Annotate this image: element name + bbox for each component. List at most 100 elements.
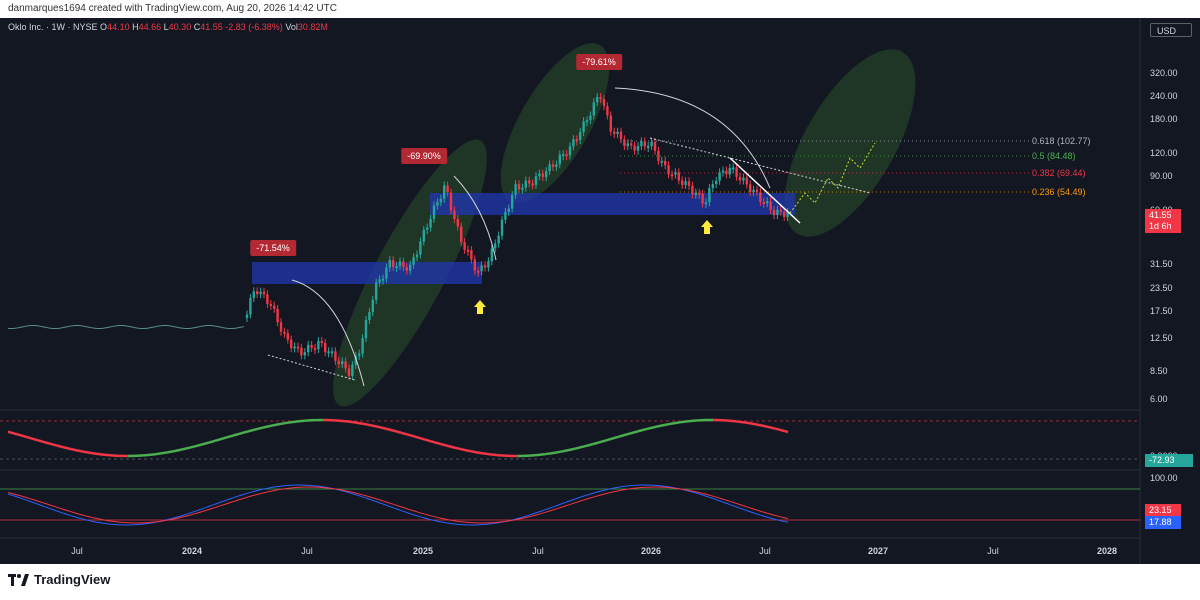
symbol-legend[interactable]: Oklo Inc. · 1W · NYSE O44.10 H44.66 L40.… bbox=[8, 22, 328, 32]
candle-body bbox=[344, 361, 347, 369]
drawdown-callout-3[interactable]: -79.61% bbox=[576, 54, 622, 70]
candle-body bbox=[640, 141, 643, 147]
bar-countdown: 1d 6h bbox=[1149, 221, 1172, 231]
candle-body bbox=[721, 170, 725, 173]
osc1-segment bbox=[565, 448, 570, 452]
osc2-value-tag-1: 23.15 bbox=[1145, 504, 1181, 517]
osc1-segment bbox=[661, 423, 666, 427]
close-value: 41.55 bbox=[200, 22, 223, 32]
candle-body bbox=[745, 177, 748, 185]
osc1-segment bbox=[766, 425, 771, 429]
osc1-segment bbox=[595, 441, 600, 445]
candle-body bbox=[657, 150, 660, 161]
osc1-segment bbox=[28, 436, 33, 440]
candle-body bbox=[545, 171, 548, 178]
candle-body bbox=[395, 266, 398, 269]
osc1-segment bbox=[73, 448, 78, 452]
osc1-segment bbox=[649, 426, 654, 430]
time-label: 2024 bbox=[181, 546, 203, 556]
price-plot[interactable] bbox=[0, 18, 1200, 564]
candle-body bbox=[589, 115, 592, 121]
osc1-segment bbox=[367, 423, 372, 427]
candle-body bbox=[786, 211, 789, 217]
osc1-segment bbox=[49, 442, 54, 446]
osc1-segment bbox=[205, 441, 210, 445]
candle-body bbox=[439, 198, 442, 203]
osc1-segment bbox=[244, 430, 249, 434]
osc1-segment bbox=[190, 445, 195, 449]
osc1-segment bbox=[421, 437, 426, 441]
candle-body bbox=[324, 342, 327, 353]
osc1-segment bbox=[13, 432, 18, 436]
osc1-segment bbox=[655, 424, 660, 429]
osc1-segment bbox=[247, 429, 252, 433]
candle-body bbox=[473, 259, 476, 271]
osc1-segment bbox=[415, 435, 420, 440]
candle-body bbox=[419, 241, 422, 255]
osc1-segment bbox=[10, 431, 15, 435]
candle-body bbox=[704, 202, 708, 205]
candle-body bbox=[613, 131, 616, 135]
osc1-segment bbox=[589, 442, 594, 447]
osc1-segment bbox=[250, 428, 255, 432]
osc1-segment bbox=[208, 440, 213, 444]
candle-body bbox=[296, 346, 300, 349]
candle-body bbox=[371, 299, 374, 313]
osc1-segment bbox=[16, 433, 21, 437]
osc1-segment bbox=[226, 435, 231, 439]
fib-label-0618: 0.618 (102.77) bbox=[1032, 136, 1091, 146]
fib-label-05: 0.5 (84.48) bbox=[1032, 151, 1076, 161]
candle-body bbox=[681, 180, 684, 185]
osc1-segment bbox=[220, 437, 225, 441]
candle-body bbox=[667, 165, 670, 175]
osc1-segment bbox=[757, 423, 762, 427]
high-value: 44.66 bbox=[138, 22, 162, 32]
candle-body bbox=[759, 192, 762, 202]
candle-body bbox=[266, 294, 269, 304]
candle-body bbox=[497, 235, 500, 244]
candle-body bbox=[279, 322, 283, 332]
candle-body bbox=[528, 180, 531, 184]
candle-body bbox=[694, 192, 697, 195]
candle-body bbox=[670, 174, 674, 177]
osc1-segment bbox=[601, 439, 606, 443]
osc1-segment bbox=[460, 447, 465, 452]
drawdown-callout-1[interactable]: -71.54% bbox=[250, 240, 296, 256]
candle-body bbox=[273, 305, 276, 309]
osc1-segment bbox=[76, 449, 81, 453]
osc1-segment bbox=[622, 433, 627, 437]
osc1-segment bbox=[583, 444, 588, 448]
candle-body bbox=[633, 145, 636, 151]
candle-body bbox=[776, 209, 779, 216]
osc1-segment bbox=[265, 425, 270, 429]
osc1-segment bbox=[169, 450, 174, 454]
osc1-segment bbox=[70, 447, 75, 451]
currency-button[interactable]: USD bbox=[1150, 23, 1192, 37]
osc1-segment bbox=[235, 432, 240, 436]
candle-body bbox=[616, 131, 619, 135]
candle-body bbox=[392, 260, 395, 267]
candle-body bbox=[565, 154, 568, 157]
symbol-name[interactable]: Oklo Inc. · 1W · NYSE bbox=[8, 22, 98, 32]
osc1-segment bbox=[238, 431, 243, 436]
price-label: 120.00 bbox=[1150, 148, 1178, 158]
osc1-segment bbox=[751, 422, 756, 426]
chart-area[interactable]: Oklo Inc. · 1W · NYSE O44.10 H44.66 L40.… bbox=[0, 18, 1200, 564]
time-label: Jul bbox=[71, 546, 83, 556]
candle-body bbox=[460, 226, 463, 243]
candle-body bbox=[514, 184, 517, 195]
bullish-channel-ellipse bbox=[500, 43, 610, 203]
tradingview-logo[interactable]: TradingView bbox=[8, 572, 110, 587]
time-label: 2025 bbox=[412, 546, 434, 556]
candle-body bbox=[293, 346, 296, 349]
candle-body bbox=[538, 173, 541, 177]
high-label: H bbox=[132, 22, 139, 32]
support-zone bbox=[252, 262, 482, 284]
trend-arc bbox=[614, 87, 771, 189]
osc1-segment bbox=[433, 440, 438, 445]
osc1-segment bbox=[580, 445, 585, 449]
candle-body bbox=[725, 170, 728, 175]
drawdown-callout-2[interactable]: -69.90% bbox=[401, 148, 447, 164]
candle-body bbox=[276, 308, 279, 323]
osc1-segment bbox=[424, 438, 429, 442]
